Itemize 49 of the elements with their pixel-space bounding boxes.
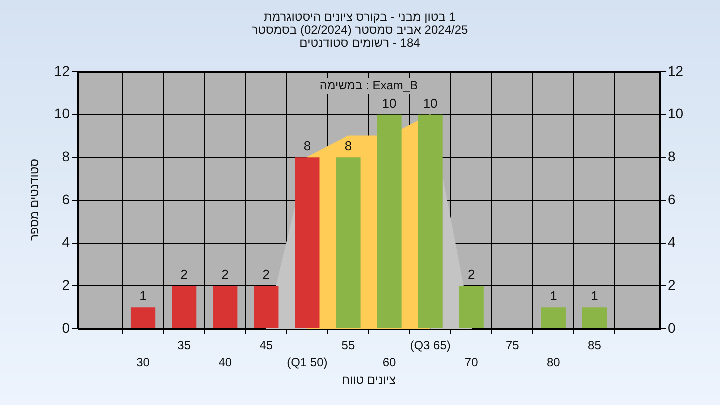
x-tick-label: 75: [506, 338, 520, 353]
y2-tick-label: 4: [668, 234, 676, 250]
bar: [377, 114, 402, 328]
data-label: 1: [591, 288, 598, 304]
y-tick-label: 2: [62, 277, 70, 294]
data-label: 8: [304, 138, 312, 154]
data-label: 1: [140, 288, 147, 304]
y-axis-title: מספר סטודנטים: [28, 158, 42, 242]
x-tick-label: 35: [178, 338, 192, 353]
x-tick-label: 55: [342, 338, 356, 353]
y2-tick-label: 0: [668, 320, 676, 336]
y-tick-label: 4: [62, 234, 70, 250]
y2-tick-label: 6: [668, 191, 676, 208]
data-label: 8: [344, 138, 352, 154]
x-tick-label: 85: [588, 338, 602, 353]
y-tick-label: 6: [62, 191, 70, 208]
data-label: 1: [550, 288, 558, 304]
bar: [130, 308, 156, 328]
data-label: 2: [262, 267, 270, 282]
bar: [172, 286, 197, 328]
data-label: 10: [423, 96, 438, 111]
data-label: 2: [468, 267, 476, 282]
bar: [336, 158, 361, 328]
y-tick-label: 0: [62, 320, 70, 336]
y-tick-label: 10: [54, 106, 70, 122]
data-label: 10: [382, 96, 397, 111]
annotation: במשימה : Exam_B: [320, 78, 418, 92]
x-tick-label: 80: [546, 356, 561, 370]
x-tick-label: 60: [382, 356, 397, 370]
bar: [254, 286, 279, 328]
y2-tick-label: 10: [668, 106, 684, 122]
data-label: 2: [180, 267, 188, 282]
x-axis-title: טווח ציונים: [342, 373, 396, 387]
bar: [541, 308, 566, 328]
x-tick-label: 40: [218, 356, 232, 370]
data-label: 2: [222, 267, 229, 282]
bar: [213, 286, 238, 328]
y2-tick-label: 8: [668, 148, 676, 165]
x-tick-label: 70: [464, 356, 479, 370]
x-tick-label: (Q1 50): [287, 356, 328, 370]
y-tick-label: 12: [54, 62, 70, 79]
y-tick-label: 8: [62, 148, 70, 165]
x-tick-label: (Q3 65): [410, 338, 451, 353]
bar: [459, 286, 484, 328]
x-tick-label: 45: [260, 338, 274, 353]
x-tick-label: 30: [136, 356, 150, 370]
y2-tick-label: 12: [668, 62, 684, 79]
bar: [582, 308, 608, 328]
y2-tick-label: 2: [668, 277, 676, 294]
